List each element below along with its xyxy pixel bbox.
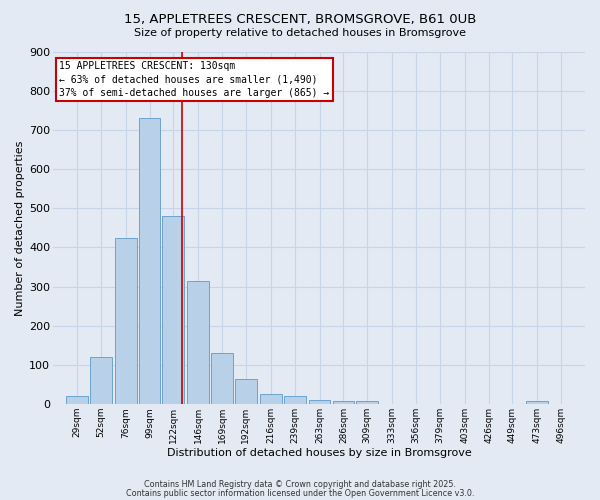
Bar [163,216,184,404]
Bar [356,401,378,404]
Bar [66,396,88,404]
Bar [187,280,209,404]
Bar [235,378,257,404]
Bar [211,353,233,404]
Bar [260,394,282,404]
Text: Contains HM Land Registry data © Crown copyright and database right 2025.: Contains HM Land Registry data © Crown c… [144,480,456,489]
Bar [526,401,548,404]
Text: 15, APPLETREES CRESCENT, BROMSGROVE, B61 0UB: 15, APPLETREES CRESCENT, BROMSGROVE, B61… [124,12,476,26]
Bar [308,400,331,404]
X-axis label: Distribution of detached houses by size in Bromsgrove: Distribution of detached houses by size … [167,448,472,458]
Text: Size of property relative to detached houses in Bromsgrove: Size of property relative to detached ho… [134,28,466,38]
Bar [90,357,112,404]
Text: 15 APPLETREES CRESCENT: 130sqm
← 63% of detached houses are smaller (1,490)
37% : 15 APPLETREES CRESCENT: 130sqm ← 63% of … [59,62,329,98]
Y-axis label: Number of detached properties: Number of detached properties [15,140,25,316]
Bar [115,238,137,404]
Text: Contains public sector information licensed under the Open Government Licence v3: Contains public sector information licen… [126,488,474,498]
Bar [284,396,305,404]
Bar [332,401,354,404]
Bar [139,118,160,404]
